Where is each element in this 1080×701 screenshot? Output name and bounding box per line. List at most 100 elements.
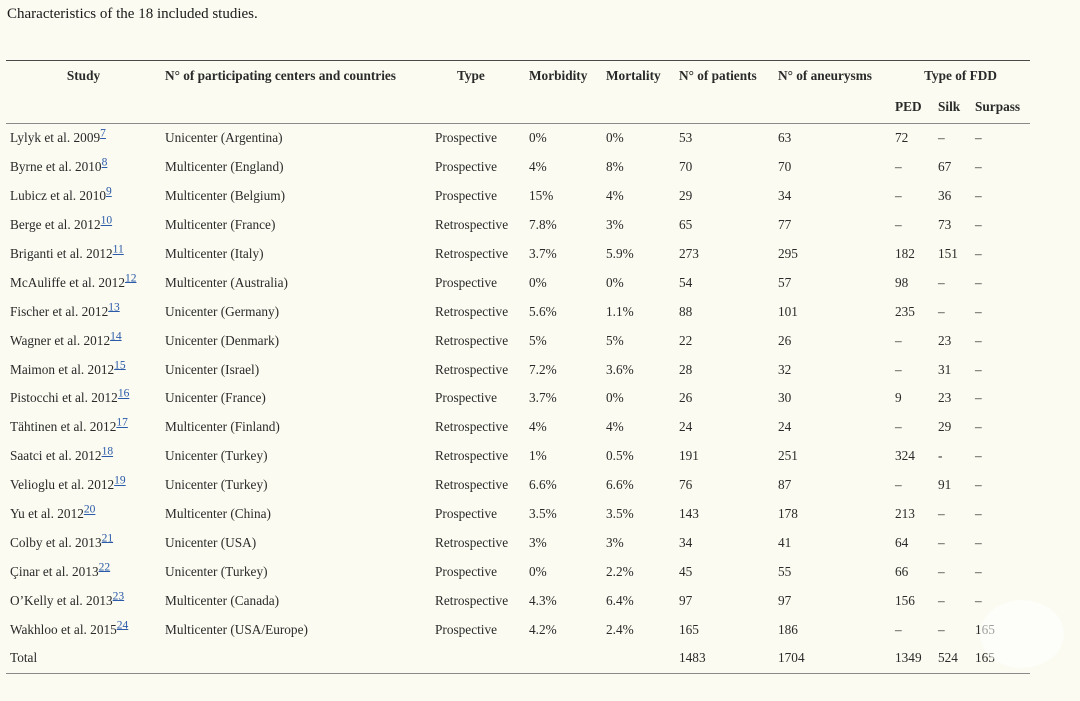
ped-cell: 72 [895, 130, 909, 146]
table-body: Lylyk et al. 20097 Unicenter (Argentina) P… [6, 124, 1031, 674]
ped-cell: – [895, 419, 902, 435]
silk-cell: 29 [938, 419, 952, 435]
table-caption: Characteristics of the 18 included studi… [7, 6, 258, 22]
total-label-cell: Total [6, 644, 161, 674]
header-morbidity: Morbidity [525, 60, 602, 91]
centers-cell: Unicenter (Germany) [165, 303, 280, 319]
study-cell: Maimon et al. 201215 [6, 355, 161, 384]
mortality-cell: 3% [606, 217, 624, 233]
centers-cell: Multicenter (Canada) [165, 592, 280, 608]
table-row: Wagner et al. 201214 Unicenter (Denmark) R… [6, 326, 1030, 355]
header-silk: Silk [934, 91, 971, 124]
study-cell: Colby et al. 201321 [6, 528, 161, 557]
patients-cell: 65 [679, 217, 693, 233]
silk-cell: 67 [938, 159, 952, 175]
aneurysms-cell: 32 [778, 361, 792, 377]
table-row: Byrne et al. 20108 Multicenter (England) P… [6, 153, 1030, 182]
reference-link[interactable]: 22 [98, 561, 111, 574]
patients-cell: 22 [679, 332, 693, 348]
mortality-cell: 3.6% [606, 361, 634, 377]
type-cell: Retrospective [435, 592, 509, 608]
table-row: Velioglu et al. 201219 Unicenter (Turkey)… [6, 471, 1030, 500]
surpass-cell: – [975, 332, 982, 348]
centers-cell: Unicenter (Turkey) [165, 477, 268, 493]
study-cell: Briganti et al. 201211 [6, 240, 161, 269]
morbidity-cell: 0% [529, 130, 547, 146]
reference-link[interactable]: 18 [101, 445, 114, 458]
type-cell: Prospective [435, 621, 498, 637]
reference-link[interactable]: 12 [124, 272, 137, 285]
reference-link[interactable]: 14 [110, 330, 122, 343]
patients-cell: 45 [679, 563, 693, 579]
study-name: McAuliffe et al. 2012 [10, 274, 125, 290]
type-cell: Retrospective [435, 246, 509, 261]
morbidity-cell: 1% [529, 448, 547, 464]
reference-link[interactable]: 16 [117, 388, 130, 401]
type-cell: Prospective [435, 130, 498, 146]
reference-link[interactable]: 24 [116, 619, 129, 632]
morbidity-cell: 3.7% [529, 390, 557, 406]
study-cell: McAuliffe et al. 201212 [6, 268, 161, 297]
ped-cell: – [895, 332, 902, 348]
type-cell: Retrospective [435, 448, 509, 464]
aneurysms-cell: 24 [778, 419, 792, 435]
silk-cell: – [938, 621, 945, 637]
patients-cell: 97 [679, 592, 693, 608]
mortality-cell: 1.1% [606, 303, 634, 319]
surpass-cell: – [975, 506, 982, 522]
aneurysms-cell: 41 [778, 534, 792, 550]
total-aneurysms-cell: 1704 [774, 644, 891, 674]
study-cell: Yu et al. 201220 [6, 500, 161, 529]
header-type: Type [431, 60, 525, 91]
morbidity-cell: 0% [529, 274, 547, 290]
reference-link[interactable]: 13 [108, 301, 120, 314]
morbidity-cell: 5% [529, 332, 547, 348]
mortality-cell: 2.2% [606, 563, 634, 579]
mortality-cell: 0.5% [606, 448, 634, 464]
ped-cell: 182 [895, 246, 915, 261]
empty-cell [602, 644, 675, 674]
study-name: Pistocchi et al. 2012 [10, 390, 118, 406]
reference-link[interactable]: 8 [101, 156, 108, 169]
morbidity-cell: 7.8% [529, 217, 557, 233]
patients-cell: 70 [679, 159, 693, 175]
study-cell: Pistocchi et al. 201216 [6, 384, 161, 413]
mortality-cell: 6.4% [606, 592, 634, 608]
silk-cell: - [938, 448, 943, 464]
reference-link[interactable]: 15 [114, 359, 126, 372]
morbidity-cell: 3.7% [529, 246, 557, 261]
reference-link[interactable]: 11 [112, 243, 124, 256]
reference-link[interactable]: 7 [100, 128, 106, 141]
type-cell: Retrospective [435, 361, 509, 377]
mortality-cell: 0% [606, 390, 624, 406]
reference-link[interactable]: 21 [101, 532, 114, 545]
silk-cell: 73 [938, 217, 952, 233]
reference-link[interactable]: 20 [83, 503, 96, 516]
reference-link[interactable]: 17 [116, 416, 128, 429]
reference-link[interactable]: 9 [106, 185, 112, 198]
study-cell: Wakhloo et al. 201524 [6, 615, 161, 644]
patients-cell: 76 [679, 477, 693, 493]
morbidity-cell: 4% [529, 419, 547, 435]
table-row: Saatci et al. 201218 Unicenter (Turkey) Re… [6, 442, 1030, 471]
ped-cell: – [895, 188, 902, 204]
table-row: Çinar et al. 201322 Unicenter (Turkey) Pro… [6, 557, 1030, 586]
reference-link[interactable]: 10 [100, 214, 113, 227]
type-cell: Prospective [435, 563, 498, 579]
table-row: Briganti et al. 201211 Multicenter (Italy… [6, 240, 1030, 269]
silk-cell: – [938, 303, 945, 319]
patients-cell: 28 [679, 361, 693, 377]
morbidity-cell: 4.3% [529, 592, 557, 608]
reference-link[interactable]: 23 [112, 590, 125, 603]
ped-cell: – [895, 477, 902, 493]
study-name: Wagner et al. 2012 [10, 332, 111, 348]
aneurysms-cell: 178 [778, 506, 798, 522]
table-row: O’Kelly et al. 201323 Multicenter (Canada… [6, 586, 1030, 615]
centers-cell: Unicenter (Argentina) [165, 130, 283, 146]
patients-cell: 143 [679, 506, 699, 522]
study-name: Wakhloo et al. 2015 [10, 621, 117, 637]
reference-link[interactable]: 19 [114, 474, 126, 487]
study-name: Saatci et al. 2012 [10, 448, 102, 464]
study-name: Tähtinen et al. 2012 [10, 419, 117, 435]
type-cell: Retrospective [435, 419, 509, 435]
